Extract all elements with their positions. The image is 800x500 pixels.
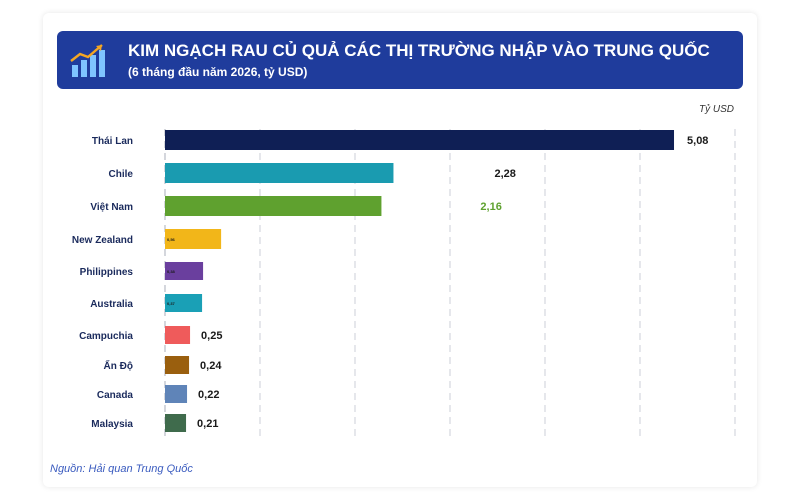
value-label: 0,38	[167, 269, 176, 274]
value-label: 0,24	[200, 360, 222, 372]
bar	[165, 356, 190, 374]
value-label: 0,21	[197, 418, 218, 430]
category-label: Chile	[109, 169, 134, 180]
category-label: Canada	[97, 390, 134, 401]
category-label: Việt Nam	[90, 202, 133, 213]
category-label: Australia	[90, 299, 133, 310]
bar	[165, 294, 203, 312]
category-label: Malaysia	[91, 419, 133, 430]
chart-header: KIM NGẠCH RAU CỦ QUẢ CÁC THỊ TRƯỜNG NHẬP…	[57, 31, 743, 89]
category-label: New Zealand	[72, 235, 133, 246]
value-label: 0,37	[167, 301, 176, 306]
category-label: Campuchia	[79, 331, 133, 342]
value-label: 0,56	[167, 237, 176, 242]
bar	[165, 262, 204, 280]
source-note: Nguồn: Hải quan Trung Quốc	[50, 463, 193, 475]
bar	[165, 196, 382, 216]
chart-card	[43, 13, 757, 487]
value-label: 2,28	[494, 168, 515, 180]
value-label: 5,08	[687, 135, 708, 147]
category-label: Ấn Độ	[104, 359, 133, 372]
bar-chart-growth-icon	[70, 44, 105, 77]
value-label: 0,22	[198, 389, 219, 401]
chart-subtitle: (6 tháng đầu năm 2026, tỷ USD)	[128, 65, 308, 79]
category-label: Thái Lan	[92, 136, 133, 147]
category-label: Philippines	[80, 267, 134, 278]
bar	[165, 130, 675, 150]
value-label: 0,25	[201, 330, 222, 342]
bar	[165, 385, 188, 403]
unit-label: Tỷ USD	[699, 104, 734, 115]
chart-title: KIM NGẠCH RAU CỦ QUẢ CÁC THỊ TRƯỜNG NHẬP…	[128, 41, 710, 60]
bar	[165, 163, 394, 183]
value-label: 2,16	[480, 201, 501, 213]
bar	[165, 229, 222, 249]
bar	[165, 326, 191, 344]
bar	[165, 414, 187, 432]
